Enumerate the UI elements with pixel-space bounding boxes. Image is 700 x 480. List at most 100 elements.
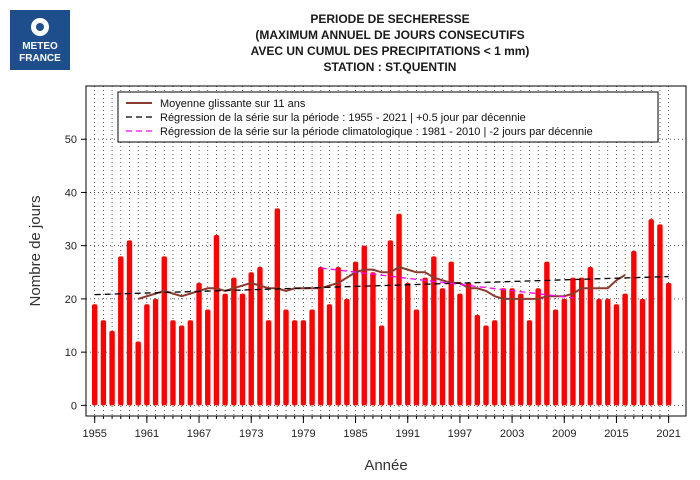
data-bar [161, 256, 167, 406]
chart-title-line-4: STATION : ST.QUENTIN [323, 60, 457, 74]
plot-frame [85, 85, 687, 417]
data-bar [544, 261, 550, 406]
x-tick-label: 1979 [291, 428, 315, 440]
data-bar [561, 298, 567, 406]
data-bar [126, 240, 133, 406]
logo-text-line2: FRANCE [19, 53, 61, 64]
data-bar [109, 330, 115, 406]
data-bar [309, 309, 315, 406]
y-tick-label: 10 [65, 347, 77, 359]
data-bar [526, 320, 533, 406]
data-bar [187, 320, 194, 406]
legend-label: Régression de la série sur la période cl… [160, 126, 593, 138]
data-bar [587, 266, 594, 406]
data-bar [170, 320, 176, 406]
legend-label: Régression de la série sur la période : … [160, 112, 526, 124]
data-bar [613, 304, 620, 406]
data-bar [152, 298, 159, 406]
logo-emblem-icon [31, 18, 49, 36]
trend-line-full-period [94, 275, 669, 296]
y-tick-label: 50 [65, 134, 77, 146]
data-bar [448, 261, 454, 406]
data-bar [92, 304, 98, 406]
data-bar [465, 282, 472, 406]
data-bar [326, 304, 333, 406]
x-tick-label: 1973 [239, 428, 263, 440]
data-bar [578, 277, 585, 406]
y-tick-label: 30 [65, 241, 77, 253]
data-bar [231, 277, 237, 406]
data-bar [439, 288, 446, 406]
data-bar [344, 298, 350, 406]
x-tick-label: 1961 [135, 428, 159, 440]
legend-box [117, 91, 659, 143]
data-bar [205, 309, 211, 406]
trend-line-climatological-period [320, 267, 574, 299]
data-bar [413, 309, 420, 406]
data-bar [596, 298, 602, 406]
data-bar [370, 272, 376, 406]
data-bar [657, 224, 663, 406]
data-bar [274, 208, 280, 406]
data-bar [483, 325, 489, 406]
data-bar [222, 293, 228, 406]
data-bar [292, 320, 298, 406]
meteo-france-logo: METEO FRANCE [10, 10, 70, 70]
y-axis-label: Nombre de jours [27, 196, 44, 307]
moving-average-line [137, 265, 626, 300]
data-bar [518, 293, 524, 406]
x-tick-label: 1955 [82, 428, 106, 440]
x-tick-label: 2009 [552, 428, 576, 440]
x-tick-label: 1985 [343, 428, 367, 440]
x-tick-label: 2003 [500, 428, 524, 440]
x-tick-label: 2015 [604, 428, 628, 440]
data-bar [239, 293, 246, 406]
data-bar [178, 325, 185, 406]
data-bar [300, 320, 307, 406]
x-tick-label: 1967 [187, 428, 211, 440]
y-tick-label: 40 [65, 187, 77, 199]
legend-label: Moyenne glissante sur 11 ans [160, 98, 306, 110]
data-bar [283, 309, 289, 406]
data-bar [605, 298, 611, 406]
data-bar [639, 298, 646, 406]
data-bar [570, 277, 576, 406]
data-bar [196, 282, 202, 406]
data-bar [648, 219, 654, 406]
data-bar [422, 277, 428, 406]
data-bar [474, 314, 480, 406]
data-bar [665, 282, 672, 406]
x-tick-label: 1991 [395, 428, 419, 440]
data-bar [631, 251, 637, 406]
data-bar [135, 341, 141, 406]
data-bar [500, 288, 507, 406]
x-axis-label: Année [364, 457, 407, 474]
logo-text-line1: METEO [22, 41, 58, 52]
chart-title-line-2: (MAXIMUM ANNUEL DE JOURS CONSECUTIFS [255, 28, 525, 42]
data-bar [396, 213, 402, 406]
data-bar [387, 240, 394, 406]
data-bar [100, 320, 107, 406]
data-bar [457, 293, 463, 406]
data-bar [535, 288, 541, 406]
data-bar [378, 325, 385, 406]
x-tick-label: 1997 [448, 428, 472, 440]
data-bar [622, 293, 628, 406]
data-bar [352, 261, 359, 406]
x-tick-label: 2021 [656, 428, 680, 440]
y-tick-label: 20 [65, 294, 77, 306]
data-bar [257, 266, 263, 406]
chart-title-line-3: AVEC UN CUMUL DES PRECIPITATIONS < 1 mm) [250, 44, 530, 58]
data-bar [405, 282, 411, 406]
data-bar [509, 288, 515, 406]
data-bar [335, 266, 341, 406]
data-bar [492, 320, 498, 406]
data-bar [248, 272, 254, 406]
data-bar [318, 266, 324, 406]
data-bar [431, 256, 437, 406]
y-tick-label: 0 [71, 400, 77, 412]
data-bar [552, 309, 559, 406]
data-bar [265, 320, 272, 406]
data-bar [118, 256, 124, 406]
